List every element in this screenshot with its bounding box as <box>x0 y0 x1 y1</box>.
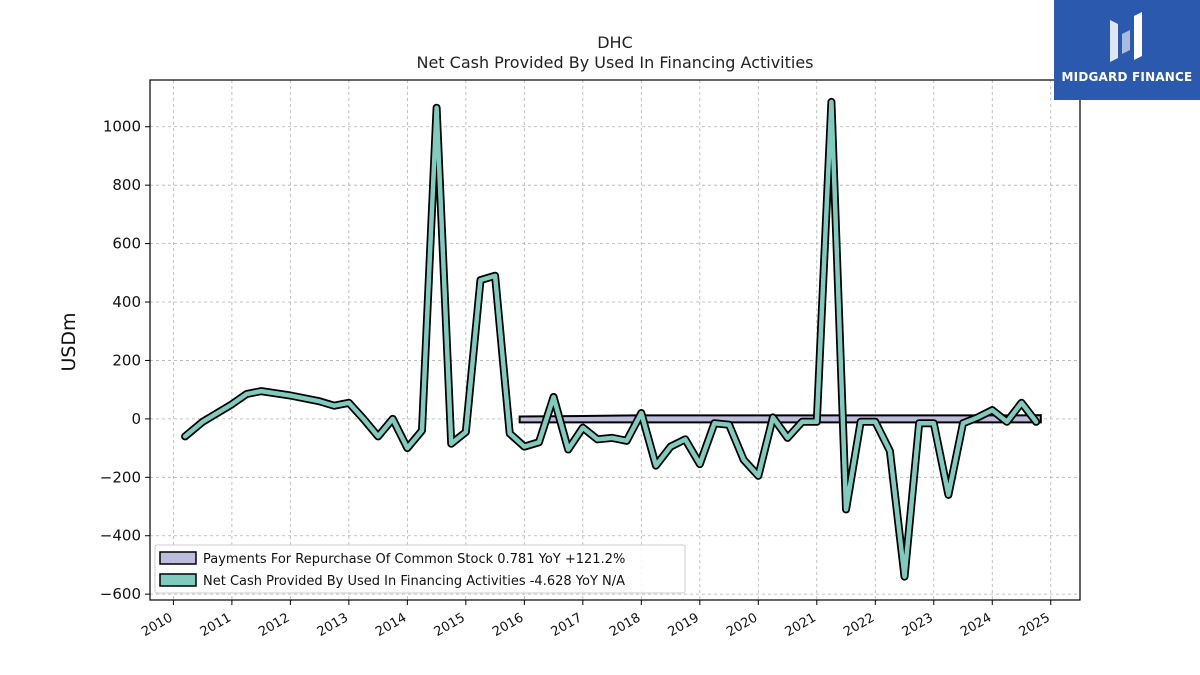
band-area <box>518 414 1042 424</box>
axes <box>149 79 1081 601</box>
x-tick-label: 2016 <box>490 610 526 640</box>
y-tick-label: 800 <box>112 176 141 194</box>
x-tick-label: 2023 <box>900 610 936 640</box>
x-tick-label: 2021 <box>783 610 819 640</box>
x-tick-label: 2017 <box>549 610 585 640</box>
y-tick-label: 0 <box>131 410 141 428</box>
x-tick-label: 2012 <box>256 610 292 640</box>
chart-title: DHC <box>597 33 633 52</box>
series-band <box>518 414 1042 424</box>
x-tick-label: 2014 <box>373 610 409 640</box>
x-tick-label: 2010 <box>139 610 175 640</box>
x-tick-label: 2019 <box>666 610 702 640</box>
brand-logo: MIDGARD FINANCE <box>1054 0 1200 100</box>
legend-label-line: Net Cash Provided By Used In Financing A… <box>203 574 625 589</box>
x-tick-label: 2022 <box>841 610 877 640</box>
grid <box>150 80 1080 600</box>
x-tick-label: 2011 <box>198 610 234 640</box>
x-tick-label: 2015 <box>432 610 468 640</box>
logo-text: MIDGARD FINANCE <box>1061 70 1193 84</box>
x-tick-label: 2025 <box>1017 610 1053 640</box>
y-tick-label: 1000 <box>103 118 141 136</box>
chart-subtitle: Net Cash Provided By Used In Financing A… <box>416 53 813 72</box>
y-tick-label: −400 <box>100 527 141 545</box>
logo-mark-icon <box>1110 12 1142 62</box>
legend-swatch-line <box>159 573 197 587</box>
y-tick-label: −200 <box>100 468 141 486</box>
x-ticks: 2010 2011 2012 2013 2014 2015 2016 2017 2018 2019… <box>139 600 1053 640</box>
legend: Payments For Repurchase Of Common Stock … <box>154 544 686 594</box>
y-tick-label: 600 <box>112 235 141 253</box>
legend-label-band: Payments For Repurchase Of Common Stock … <box>203 552 625 567</box>
x-tick-label: 2020 <box>724 610 760 640</box>
legend-box <box>154 544 686 594</box>
x-tick-label: 2018 <box>607 610 643 640</box>
y-tick-label: −600 <box>100 585 141 603</box>
y-axis-label: USDm <box>58 312 80 371</box>
series-line <box>181 97 1041 581</box>
plot-frame <box>149 79 1081 601</box>
line-path <box>182 99 1039 579</box>
x-tick-label: 2013 <box>315 610 351 640</box>
y-ticks: −600 −400 −200 0 200 400 600 800 1000 <box>100 118 150 603</box>
legend-swatch-band <box>159 551 197 565</box>
y-tick-label: 400 <box>112 293 141 311</box>
line-outline <box>181 97 1041 581</box>
x-tick-label: 2024 <box>958 610 994 640</box>
y-tick-label: 200 <box>112 351 141 369</box>
